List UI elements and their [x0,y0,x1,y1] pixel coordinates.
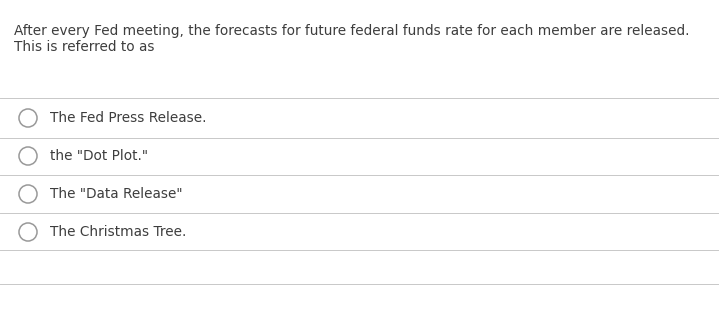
Text: The "Data Release": The "Data Release" [50,187,182,201]
Text: The Fed Press Release.: The Fed Press Release. [50,111,207,125]
Text: After every Fed meeting, the forecasts for future federal funds rate for each me: After every Fed meeting, the forecasts f… [14,24,690,38]
Text: The Christmas Tree.: The Christmas Tree. [50,225,186,239]
Text: This is referred to as: This is referred to as [14,40,155,54]
Text: the "Dot Plot.": the "Dot Plot." [50,149,148,163]
